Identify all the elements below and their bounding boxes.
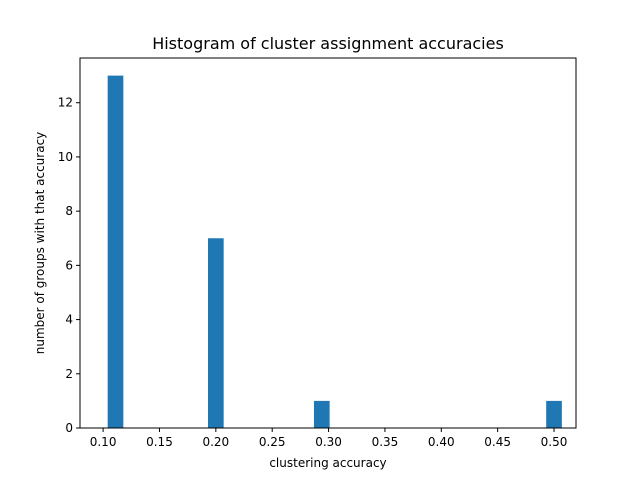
- x-tick-label: 0.50: [541, 435, 568, 449]
- bars-group: [107, 75, 562, 428]
- y-tick-label: 12: [58, 96, 73, 110]
- x-axis-label: clustering accuracy: [269, 456, 386, 470]
- plot-frame: [79, 57, 577, 429]
- bar-1: [208, 238, 224, 428]
- x-tick-label: 0.20: [202, 435, 229, 449]
- bar-2: [313, 400, 330, 428]
- y-tick-label: 6: [65, 258, 73, 272]
- bar-0: [107, 75, 124, 428]
- y-axis-label: number of groups with that accuracy: [33, 132, 47, 355]
- x-tick-label: 0.15: [146, 435, 173, 449]
- y-tick-label: 2: [65, 367, 73, 381]
- y-tick-label: 8: [65, 204, 73, 218]
- x-tick-label: 0.10: [90, 435, 117, 449]
- x-tick-label: 0.40: [428, 435, 455, 449]
- y-tick-label: 0: [65, 421, 73, 435]
- chart-title: Histogram of cluster assignment accuraci…: [152, 34, 504, 53]
- x-tick-label: 0.25: [259, 435, 286, 449]
- bar-3: [546, 400, 562, 428]
- y-ticks-group: 0 2 4 6 8 10 12: [58, 96, 80, 435]
- x-tick-label: 0.30: [315, 435, 342, 449]
- y-tick-label: 10: [58, 150, 73, 164]
- x-tick-label: 0.45: [484, 435, 511, 449]
- x-tick-label: 0.35: [372, 435, 399, 449]
- y-tick-label: 4: [65, 313, 73, 327]
- x-ticks-group: 0.10 0.15 0.20 0.25 0.30 0.35 0.40 0.45 0.50: [90, 428, 568, 449]
